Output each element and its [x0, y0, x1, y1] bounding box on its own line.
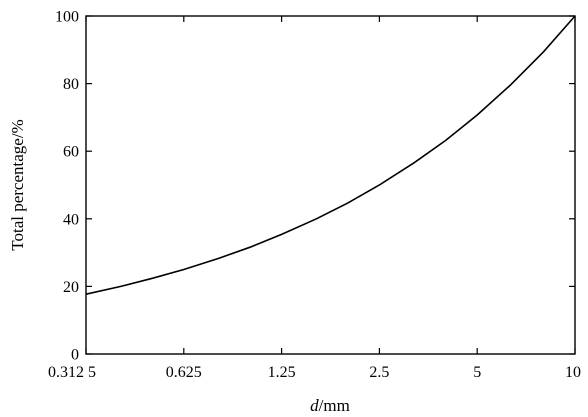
- y-tick-label: 100: [55, 9, 79, 26]
- y-axis-label: Total percentage/%: [8, 119, 27, 250]
- x-tick-label: 0.312 5: [48, 364, 96, 381]
- y-tick-label: 80: [63, 76, 79, 93]
- series-line: [85, 15, 576, 295]
- x-tick-label: 1.25: [268, 364, 296, 381]
- x-axis-label-variable: d: [310, 396, 319, 415]
- x-axis-label: d/mm: [310, 396, 350, 415]
- y-tick-label: 20: [63, 279, 79, 296]
- x-tick-label: 5: [473, 364, 481, 381]
- y-tick-label: 60: [63, 144, 79, 161]
- x-axis-label-unit: /mm: [319, 396, 350, 415]
- x-tick-label: 0.625: [166, 364, 202, 381]
- plot-area: 0 20 40 60 80 100 0.312 5 0.625 1.25 2.5 5 10: [48, 9, 581, 382]
- x-tick-label: 10: [565, 364, 581, 381]
- y-tick-label: 0: [71, 347, 79, 364]
- y-tick-label: 40: [63, 211, 79, 228]
- plot-frame: [85, 15, 576, 355]
- x-tick-label: 2.5: [369, 364, 389, 381]
